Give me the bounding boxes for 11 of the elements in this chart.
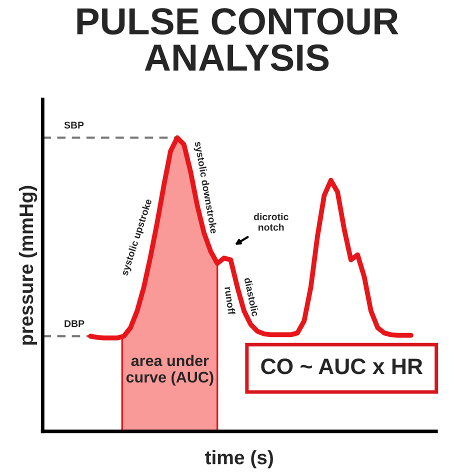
annotation: diastolic (244, 277, 260, 317)
x-axis-title: time (s) (205, 450, 273, 468)
annotation: systolic downstroke (192, 141, 218, 234)
annotation: runoff (224, 286, 236, 315)
ref-line-label: SBP (64, 122, 84, 129)
ref-line-label: DBP (64, 320, 84, 327)
annotation: CO ~ AUC x HR (261, 358, 423, 374)
annotation: dicrotic notch (254, 213, 288, 231)
annotation: area under curve (AUC) (126, 354, 214, 386)
y-axis-title: pressure (mmHg) (18, 186, 38, 345)
chart-title: PULSE CONTOUR ANALYSIS (77, 8, 398, 71)
